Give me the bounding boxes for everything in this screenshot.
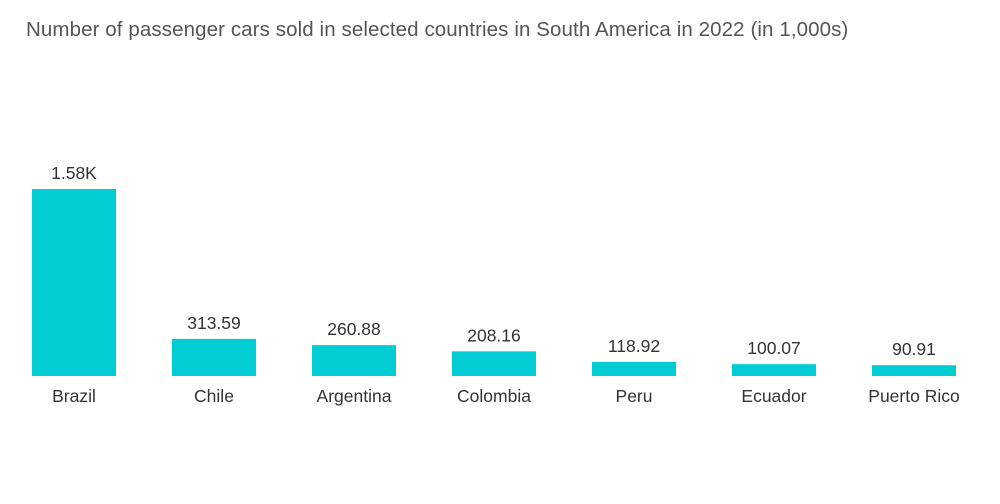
data-label-peru: 118.92 xyxy=(608,336,660,356)
chart-title: Number of passenger cars sold in selecte… xyxy=(26,18,849,41)
data-label-colombia: 208.16 xyxy=(467,325,521,345)
bar-puerto-rico xyxy=(872,365,956,376)
x-tick-label-puerto-rico: Puerto Rico xyxy=(868,386,959,406)
data-label-chile: 313.59 xyxy=(187,313,241,333)
x-tick-label-brazil: Brazil xyxy=(52,386,96,406)
x-tick-label-peru: Peru xyxy=(616,386,653,406)
data-label-ecuador: 100.07 xyxy=(747,338,801,358)
data-label-puerto-rico: 90.91 xyxy=(892,339,936,359)
bar-argentina xyxy=(312,345,396,376)
data-label-brazil: 1.58K xyxy=(51,163,97,183)
bar-chile xyxy=(172,338,256,376)
bar-ecuador xyxy=(732,364,816,376)
bar-colombia xyxy=(452,351,536,376)
bar-brazil xyxy=(32,189,116,376)
data-label-argentina: 260.88 xyxy=(327,319,381,339)
x-tick-label-chile: Chile xyxy=(194,386,234,406)
x-tick-label-ecuador: Ecuador xyxy=(741,386,806,406)
bar-peru xyxy=(592,361,676,376)
x-tick-label-colombia: Colombia xyxy=(457,386,531,406)
x-tick-label-argentina: Argentina xyxy=(317,386,392,406)
